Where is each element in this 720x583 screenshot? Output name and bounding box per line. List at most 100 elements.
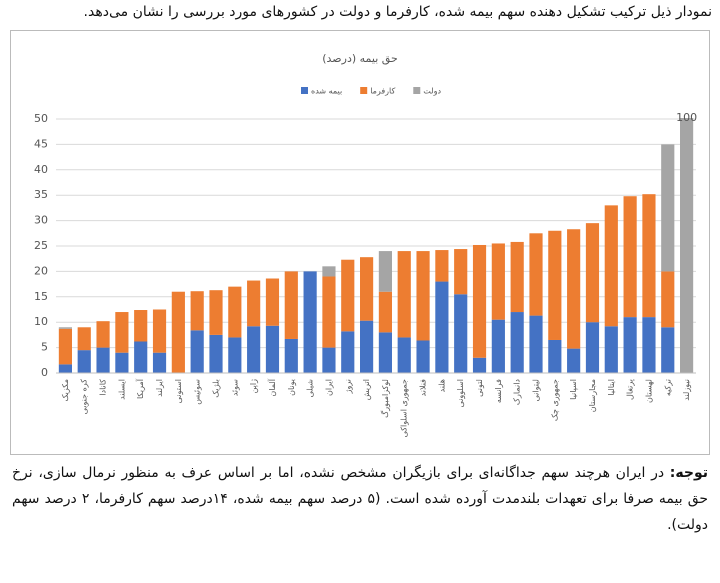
bar-segment: [134, 310, 148, 342]
bar-segment: [454, 294, 468, 373]
bar-segment: [58, 327, 72, 329]
x-tick-label: اسلوونی: [456, 379, 465, 407]
bar-segment: [96, 321, 110, 348]
bar-segment: [567, 348, 581, 373]
bar-segment: [190, 291, 204, 331]
bar-segment: [642, 194, 656, 318]
x-tick-label: ایسلند: [117, 379, 126, 400]
bar-segment: [585, 223, 600, 323]
x-tick-label: هلند: [437, 379, 446, 392]
bar-segment: [529, 233, 543, 316]
x-tick-label: کره جنوبی: [80, 379, 89, 415]
y-tick-label: 50: [34, 112, 48, 125]
bar-segment: [604, 205, 618, 327]
x-tick-label: شیلی: [306, 379, 315, 398]
bar-segment: [284, 338, 298, 373]
x-tick-label: جمهوری چک: [550, 379, 559, 421]
bar-segment: [77, 350, 91, 373]
bar-segment: [341, 259, 355, 332]
x-tick-label: استونی: [174, 379, 183, 403]
legend-swatch: [413, 87, 421, 94]
x-tick-label: ایتالیا: [607, 379, 616, 396]
bar-segment: [585, 322, 600, 373]
bar-segment: [58, 328, 72, 365]
bar-segment: [209, 290, 223, 335]
x-tick-label: آلمان: [267, 378, 277, 396]
bar-segment: [680, 118, 694, 373]
y-tick-label: 5: [41, 341, 48, 354]
bar-segment: [435, 250, 449, 282]
bar-segment: [510, 312, 524, 373]
bar-segment: [661, 144, 675, 272]
bar-segment: [397, 251, 411, 338]
legend-label: کارفرما: [370, 87, 395, 96]
bar-segment: [134, 341, 148, 373]
y-tick-label: 40: [34, 163, 48, 176]
y-tick-label: 45: [34, 137, 48, 150]
y-tick-label: 10: [34, 315, 48, 328]
bar-segment: [171, 291, 185, 373]
y-tick-label: 25: [34, 239, 48, 252]
bar-segment: [491, 319, 505, 373]
x-tick-label: لتونی: [475, 379, 484, 397]
bar-segment: [115, 312, 129, 353]
x-tick-label: بلژیک: [212, 379, 221, 398]
x-tick-label: لیتوانی: [532, 379, 541, 402]
x-tick-label: جمهوری اسلواکی: [400, 379, 409, 438]
y-tick-label: 20: [34, 264, 48, 277]
bar-segment: [360, 320, 374, 373]
x-tick-label: نیوزلند: [682, 379, 691, 401]
bar-segment: [435, 281, 449, 373]
bar-segment: [190, 330, 204, 373]
chart-box: حق بیمه (درصد) 0 5 10 15 20 25 30 35 40 45 50 بیمه …: [10, 30, 710, 455]
bar-segment: [378, 332, 392, 373]
bar-segment: [454, 249, 468, 295]
bar-segment: [152, 352, 167, 373]
bar-segment: [341, 331, 355, 373]
x-tick-label: یونان: [287, 379, 296, 396]
bar-segment: [529, 315, 543, 373]
bar-segment: [360, 257, 374, 321]
bar-segment: [152, 309, 167, 353]
x-tick-label: مکزیک: [61, 379, 70, 402]
bar-segment: [228, 286, 242, 338]
chart: حق بیمه (درصد) 0 5 10 15 20 25 30 35 40 45 50 بیمه …: [34, 52, 697, 438]
bar-segment: [567, 229, 581, 349]
x-tick-label: اسپانیا: [569, 379, 578, 400]
legend-swatch: [360, 87, 368, 94]
bar-segment: [510, 241, 524, 313]
note-label: توجه:: [669, 465, 708, 481]
bar-segment: [604, 326, 618, 373]
value-label: 100: [676, 111, 697, 124]
x-tick-label: نروژ: [343, 379, 352, 394]
bar-segment: [472, 357, 487, 373]
bar-segment: [77, 327, 91, 351]
y-tick-label: 30: [34, 214, 48, 227]
bar-segment: [265, 325, 280, 373]
x-tick-label: لهستان: [644, 379, 653, 403]
bar-segment: [548, 339, 562, 373]
x-tick-label: فنلاند: [419, 379, 428, 397]
y-tick-label: 0: [41, 366, 48, 379]
x-tick-label: پرتغال: [626, 379, 635, 400]
bar-segment: [115, 352, 129, 373]
bar-segment: [96, 347, 110, 373]
bar-segment: [284, 271, 298, 339]
chart-title: حق بیمه (درصد): [322, 52, 398, 66]
bar-segment: [378, 251, 392, 292]
x-tick-label: فرانسه: [494, 379, 503, 403]
x-tick-label: سوئیس: [193, 379, 202, 405]
note-text: در ایران هرچند سهم جداگانه‌ای برای بازیگ…: [12, 465, 709, 533]
bar-segment: [58, 364, 72, 373]
bar-segment: [416, 340, 430, 373]
bar-segment: [322, 266, 336, 277]
bar-segment: [472, 244, 487, 358]
x-tick-label: لوکزامبورگ: [380, 379, 390, 418]
bar-segment: [623, 317, 637, 373]
bar-segment: [265, 278, 280, 326]
x-tick-label: ایران: [324, 379, 333, 396]
x-tick-label: اتریش: [362, 379, 371, 400]
y-tick-label: 35: [34, 188, 48, 201]
legend-label: دولت: [423, 87, 441, 96]
